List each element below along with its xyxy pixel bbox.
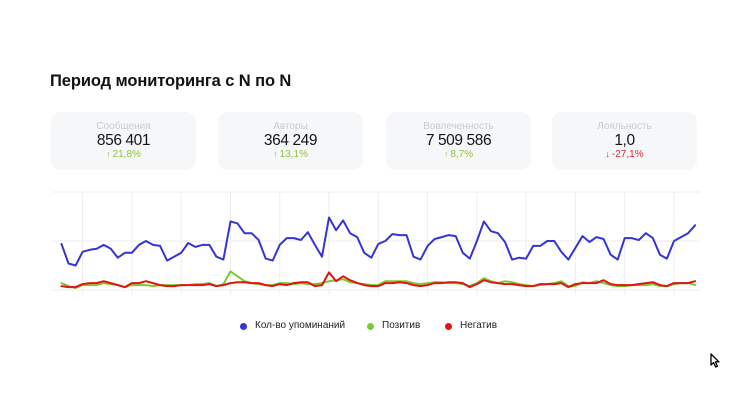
card-label: Вовлеченность [423, 121, 494, 132]
card-label: Авторы [273, 121, 308, 132]
card-change-value: 21,8% [112, 149, 141, 160]
arrow-up-icon: ↑ [443, 149, 449, 159]
arrow-pointer-icon [710, 353, 720, 368]
legend-dot-icon [445, 322, 452, 330]
legend-dot-icon [240, 322, 247, 330]
arrow-up-icon: ↑ [273, 149, 278, 159]
chart-series [60, 216, 697, 289]
card-change: ↑ 21,8% [51, 149, 196, 161]
metric-card-messages: Сообщения 856 401 ↑ 21,8% [51, 112, 196, 170]
card-value: 7 509 586 [425, 132, 492, 149]
metric-card-loyalty: Лояльность 1,0 ↓ -27,1% [552, 112, 697, 170]
card-label: Сообщения [96, 121, 151, 132]
series-line-mentions [60, 216, 697, 267]
card-change-value: -27,1% [611, 149, 644, 160]
card-value: 1,0 [614, 132, 635, 149]
card-label: Лояльность [597, 121, 652, 132]
card-change-value: 13,1% [279, 149, 308, 160]
card-value: 856 401 [96, 132, 151, 149]
legend-label: Позитив [382, 320, 421, 331]
metric-card-engagement: Вовлеченность 7 509 586 ↑ 8,7% [386, 112, 531, 170]
legend-dot-icon [367, 322, 374, 330]
legend-item-negative[interactable]: Негатив [445, 320, 497, 332]
card-change: ↓ -27,1% [552, 149, 697, 161]
line-chart [53, 186, 703, 298]
legend-label: Кол-во упоминаний [255, 320, 346, 331]
arrow-up-icon: ↑ [106, 149, 111, 159]
card-value: 364 249 [263, 132, 318, 149]
page-title: Период мониторинга с N по N [50, 72, 292, 90]
series-line-negative [60, 271, 697, 289]
metric-card-authors: Авторы 364 249 ↑ 13,1% [218, 112, 363, 170]
chart-gridlines [53, 191, 700, 294]
legend-item-positive[interactable]: Позитив [367, 320, 420, 332]
legend-item-mentions[interactable]: Кол-во упоминаний [240, 320, 345, 332]
card-change: ↑ 8,7% [386, 149, 531, 161]
line-chart-canvas [53, 191, 700, 294]
card-change: ↑ 13,1% [218, 149, 363, 161]
card-change-value: 8,7% [450, 149, 474, 160]
arrow-down-icon: ↓ [605, 149, 610, 159]
legend-label: Негатив [460, 320, 498, 331]
